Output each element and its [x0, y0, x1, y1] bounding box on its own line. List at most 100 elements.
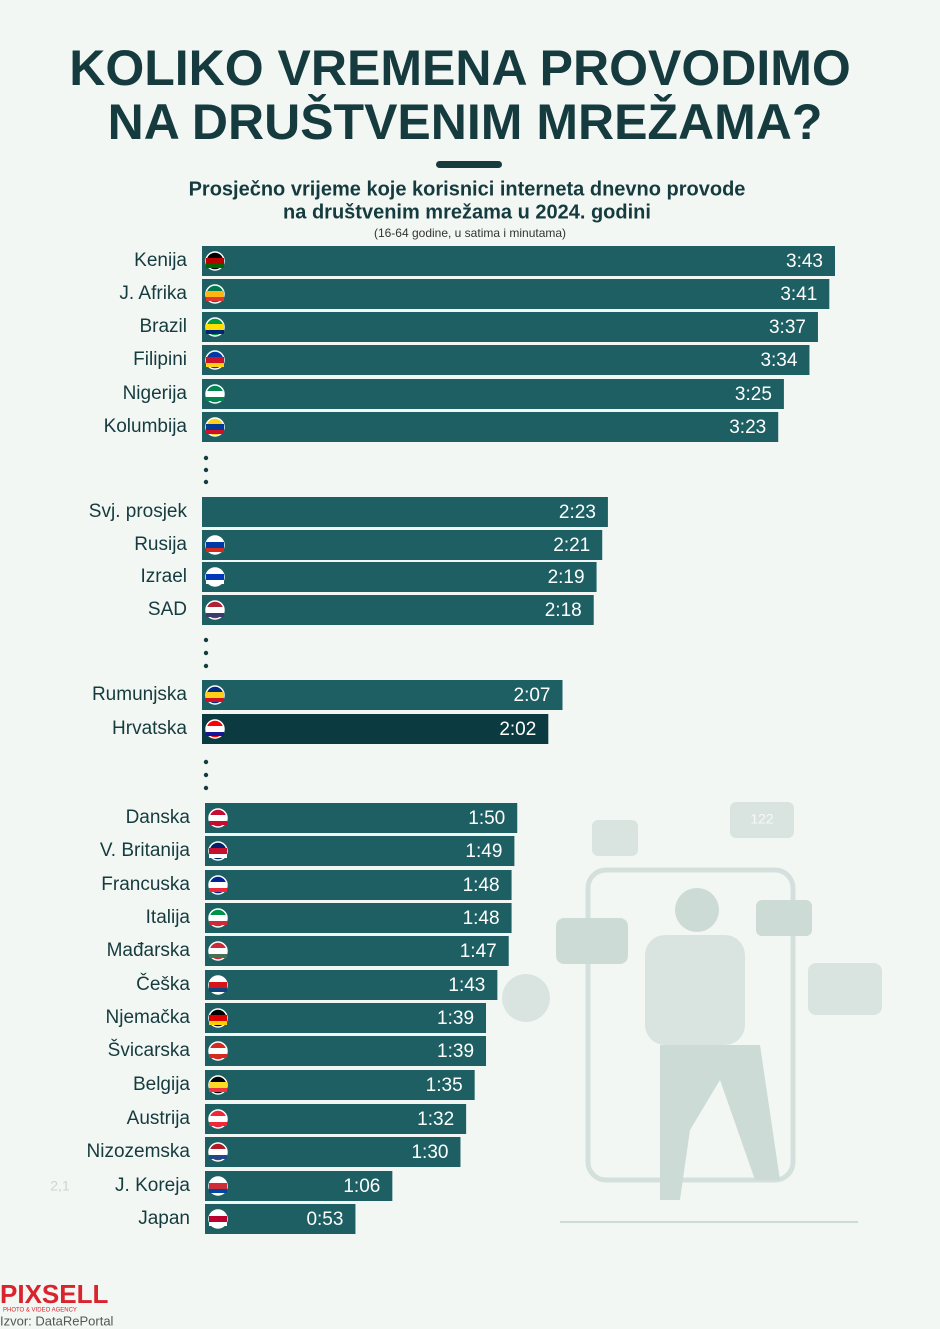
bar — [205, 1137, 461, 1167]
value-label: 1:47 — [460, 941, 497, 962]
category-label: J. Afrika — [119, 283, 187, 304]
category-label: Češka — [136, 973, 190, 995]
value-label: 3:25 — [735, 384, 772, 405]
flag — [206, 391, 224, 397]
likes-count: 122 — [750, 811, 774, 827]
note: (16-64 godine, u satima i minutama) — [374, 226, 566, 240]
separator-dot — [203, 637, 209, 643]
separator-dot — [203, 479, 209, 485]
value-label: 3:23 — [729, 417, 766, 438]
bar — [205, 1070, 475, 1100]
flag — [209, 1189, 227, 1193]
logo: PIXSELL — [0, 1279, 108, 1309]
flag — [206, 297, 224, 301]
flag — [206, 542, 224, 548]
flag — [206, 580, 224, 584]
category-label: Francuska — [101, 874, 190, 895]
category-label: Italija — [146, 907, 191, 928]
flag — [206, 258, 224, 264]
flag — [209, 882, 227, 888]
flag — [206, 357, 224, 363]
bar — [202, 595, 594, 625]
logo-tagline: PHOTO & VIDEO AGENCY — [3, 1308, 77, 1314]
flag — [209, 1082, 227, 1088]
category-label: Danska — [126, 807, 191, 828]
bar — [205, 936, 509, 966]
flag — [209, 854, 227, 858]
value-label: 3:41 — [780, 284, 817, 305]
value-label: 1:39 — [437, 1008, 474, 1029]
subtitle-line: na društvenim mrežama u 2024. godini — [283, 201, 651, 223]
value-label: 0:53 — [306, 1209, 343, 1230]
value-label: 3:34 — [760, 350, 797, 371]
flag — [209, 954, 227, 958]
bar — [205, 1036, 487, 1066]
bar — [205, 803, 518, 833]
bar — [202, 312, 818, 342]
category-label: Belgija — [133, 1074, 190, 1095]
bar — [205, 1171, 393, 1201]
value-label: 1:35 — [426, 1075, 463, 1096]
bar — [205, 870, 512, 900]
flag — [209, 1149, 227, 1155]
divider — [436, 161, 502, 168]
category-label: V. Britanija — [100, 840, 191, 861]
value-label: 3:37 — [769, 317, 806, 338]
flag — [209, 1015, 227, 1021]
subtitle-line: Prosječno vrijeme koje korisnici interne… — [189, 178, 746, 200]
separator-dot — [203, 467, 209, 473]
flag — [206, 324, 224, 330]
category-label: Švicarska — [108, 1039, 191, 1061]
bar — [202, 714, 549, 744]
bar — [202, 497, 608, 527]
category-label: Japan — [138, 1208, 190, 1229]
category-label: Mađarska — [107, 940, 191, 961]
bar — [202, 530, 603, 560]
bar — [202, 379, 784, 409]
category-label: Brazil — [139, 316, 187, 337]
flag — [209, 915, 227, 921]
flag — [209, 1222, 227, 1226]
bar — [205, 970, 498, 1000]
bar — [205, 1003, 487, 1033]
category-label: Rumunjska — [92, 684, 187, 705]
value-label: 1:06 — [343, 1176, 380, 1197]
flag — [206, 548, 224, 552]
flag — [209, 1088, 227, 1092]
flag — [209, 888, 227, 892]
bar — [205, 903, 512, 933]
value-label: 1:32 — [417, 1109, 454, 1130]
flag — [206, 264, 224, 268]
flag — [206, 397, 224, 401]
value-label: 2:19 — [548, 567, 585, 588]
separator-dot — [203, 663, 209, 669]
category-label: Kenija — [134, 250, 187, 271]
value-label: 2:23 — [559, 502, 596, 523]
annotation: 2,1 — [50, 1178, 70, 1194]
value-label: 2:18 — [545, 600, 582, 621]
flag — [209, 1183, 227, 1189]
bar — [205, 836, 515, 866]
flag — [209, 1122, 227, 1126]
category-label: Filipini — [133, 349, 187, 370]
flag — [206, 330, 224, 334]
flag — [209, 982, 227, 988]
title-line: NA DRUŠTVENIM MREŽAMA? — [108, 93, 823, 150]
flag — [209, 1021, 227, 1025]
bar — [202, 412, 779, 442]
value-label: 1:49 — [465, 841, 502, 862]
category-label: Kolumbija — [104, 416, 188, 437]
flag — [209, 1155, 227, 1159]
separator-dot — [203, 455, 209, 461]
flag — [206, 692, 224, 698]
flag — [209, 988, 227, 992]
flag — [209, 815, 227, 821]
category-label: Nizozemska — [87, 1141, 191, 1162]
flag — [206, 613, 224, 617]
separator-dot — [203, 785, 209, 791]
flag — [206, 698, 224, 702]
bar — [202, 279, 830, 309]
bar — [205, 1204, 356, 1234]
category-label: Svj. prosjek — [89, 501, 188, 522]
category-label: Hrvatska — [112, 718, 187, 739]
